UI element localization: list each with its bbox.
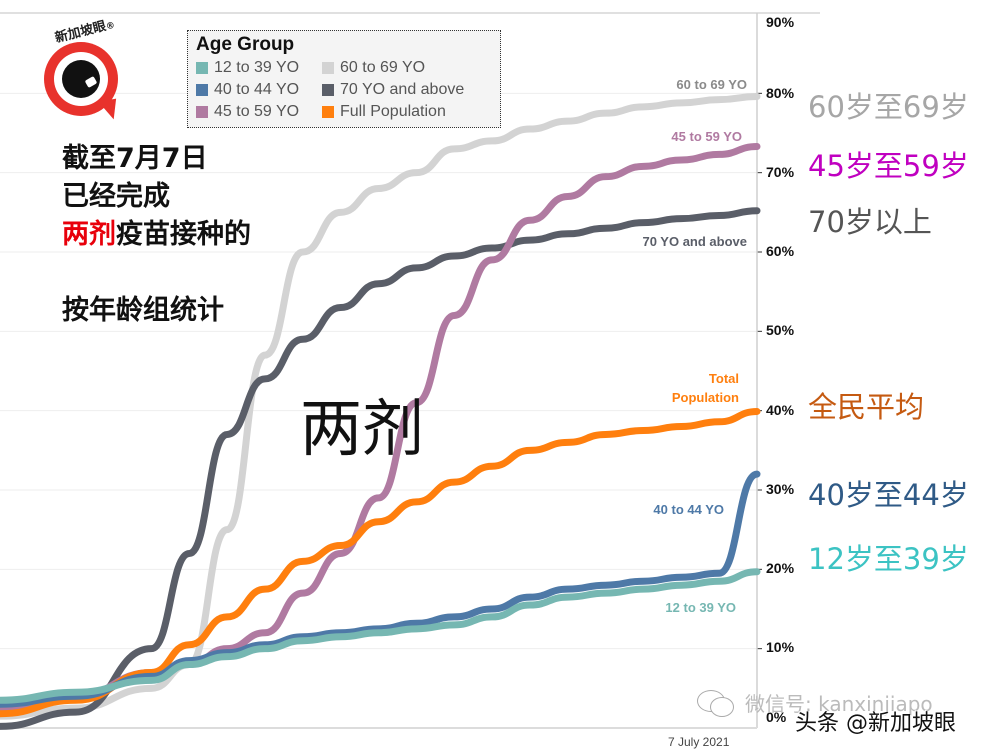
swatch-icon	[322, 106, 334, 118]
logo-text: 新加坡眼®	[53, 18, 117, 47]
y-tick-80: 80%	[766, 85, 795, 101]
label-60-69: 60 to 69 YO	[676, 77, 747, 92]
legend: Age Group 12 to 39 YO 60 to 69 YO 40 to …	[187, 30, 501, 128]
note-line-1: 截至7月7日	[62, 143, 208, 174]
series-line	[0, 568, 761, 704]
label-45-59: 45 to 59 YO	[671, 129, 742, 144]
label-40-44: 40 to 44 YO	[653, 502, 724, 517]
series-line	[0, 407, 761, 718]
label-12-39: 12 to 39 YO	[665, 600, 736, 615]
y-tick-0: 0%	[766, 709, 787, 725]
legend-item-45-59[interactable]: 45 to 59 YO	[196, 101, 322, 123]
wechat-icon-2	[710, 697, 734, 717]
swatch-icon	[322, 84, 334, 96]
swatch-icon	[196, 62, 208, 74]
note-spacer	[62, 254, 251, 284]
y-tick-30: 30%	[766, 481, 795, 497]
wechat-watermark: 微信号: kanxinjiapo	[745, 692, 933, 716]
cn-label-40-44: 40岁至44岁	[808, 478, 969, 512]
logo-tail	[98, 98, 120, 122]
note-line-3: 两剂疫苗接种的	[62, 219, 251, 250]
swatch-icon	[196, 84, 208, 96]
cn-label-60-69: 60岁至69岁	[808, 90, 969, 124]
note-highlight: 两剂	[62, 219, 116, 250]
y-tick-50: 50%	[766, 322, 795, 338]
y-tick-40: 40%	[766, 402, 795, 418]
cn-label-70-above: 70岁以上	[808, 205, 932, 239]
cn-label-12-39: 12岁至39岁	[808, 542, 969, 576]
gridlines	[0, 92, 762, 650]
y-tick-10: 10%	[766, 639, 795, 655]
swatch-icon	[322, 62, 334, 74]
y-tick-60: 60%	[766, 243, 795, 259]
toutiao-watermark: 头条 @新加坡眼	[795, 711, 956, 736]
legend-item-40-44[interactable]: 40 to 44 YO	[196, 79, 322, 101]
series-line	[0, 207, 761, 730]
label-total-2: Population	[671, 390, 739, 405]
cn-label-45-59: 45岁至59岁	[808, 149, 969, 183]
note-line-4: 按年龄组统计	[62, 295, 224, 326]
swatch-icon	[196, 106, 208, 118]
legend-item-60-69[interactable]: 60 to 69 YO	[322, 57, 502, 79]
chart-note: 截至7月7日 已经完成 两剂疫苗接种的 按年龄组统计	[62, 140, 251, 330]
legend-item-12-39[interactable]: 12 to 39 YO	[196, 57, 322, 79]
series-line	[0, 470, 761, 708]
legend-item-70-above[interactable]: 70 YO and above	[322, 79, 502, 101]
y-tick-90: 90%	[766, 14, 795, 30]
label-total-1: Total	[708, 371, 739, 386]
y-tick-70: 70%	[766, 164, 795, 180]
cn-label-total: 全民平均	[808, 390, 925, 424]
series-lines	[0, 93, 761, 730]
logo: 新加坡眼®	[40, 18, 150, 128]
y-tick-20: 20%	[766, 560, 795, 576]
note-line-2: 已经完成	[62, 181, 170, 212]
legend-title: Age Group	[196, 34, 295, 55]
x-axis-end-label: 7 July 2021	[668, 735, 730, 749]
two-doses-label: 两剂	[300, 392, 425, 465]
legend-item-full-population[interactable]: Full Population	[322, 101, 502, 123]
label-70-above: 70 YO and above	[642, 234, 747, 249]
legend-items: 12 to 39 YO 60 to 69 YO 40 to 44 YO 70 Y…	[196, 57, 492, 123]
